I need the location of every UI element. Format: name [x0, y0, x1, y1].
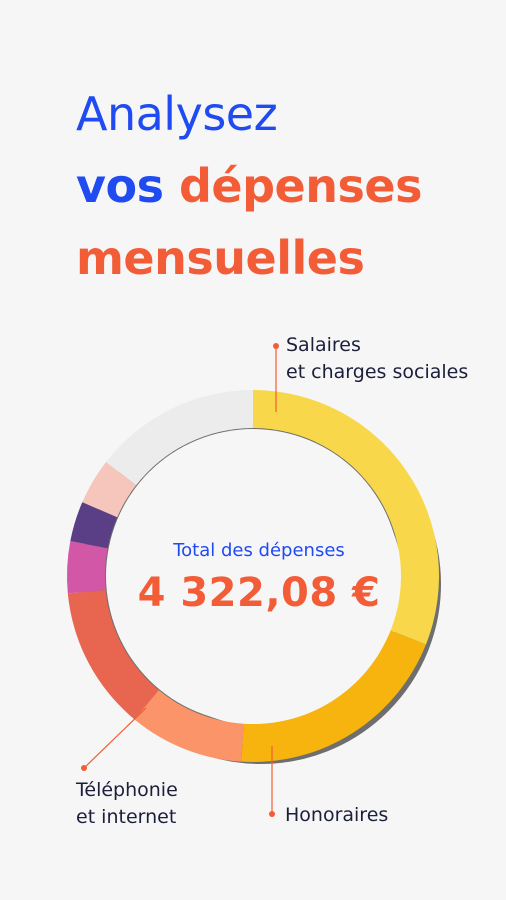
donut-slice-2: [241, 630, 426, 762]
headline-word-vos: vos: [76, 159, 164, 213]
total-expenses-value: 4 322,08 €: [137, 570, 381, 616]
donut-slice-3: [134, 690, 244, 762]
headline-line-3: mensuelles: [76, 231, 365, 285]
leader-line-telephonie: [83, 707, 147, 769]
callout-telephonie-line-1: Téléphonie: [76, 779, 178, 801]
callout-salaires-line-2: et charges sociales: [286, 361, 469, 383]
callout-honoraires-label: Honoraires: [285, 804, 389, 826]
donut-slice-8: [106, 390, 254, 486]
donut-slice-4: [67, 589, 159, 720]
donut-slice-1: [253, 390, 439, 645]
leader-dot-telephonie: [81, 765, 87, 771]
leader-dot-salaires: [273, 343, 279, 349]
callout-telephonie: Téléphonie et internet: [76, 777, 178, 831]
leader-dot-honoraires: [269, 811, 275, 817]
donut-center: [106, 429, 400, 723]
donut-slice-5: [67, 541, 108, 594]
callout-telephonie-line-2: et internet: [76, 806, 177, 828]
headline-line-1: Analysez: [76, 87, 278, 141]
page-headline: Analysez vos dépenses mensuelles: [76, 78, 422, 294]
headline-line-2: vos dépenses: [76, 150, 422, 222]
callout-leader-lines: [81, 343, 279, 817]
donut-slices: [67, 390, 441, 764]
headline-word-depenses: dépenses: [178, 159, 422, 213]
callout-salaires-line-1: Salaires: [286, 334, 361, 356]
donut-slice-6: [70, 502, 118, 549]
donut-slice-7: [82, 461, 137, 518]
total-expenses-label: Total des dépenses: [173, 540, 345, 561]
callout-honoraires: Honoraires: [285, 802, 388, 829]
callout-salaires: Salaires et charges sociales: [286, 332, 468, 386]
